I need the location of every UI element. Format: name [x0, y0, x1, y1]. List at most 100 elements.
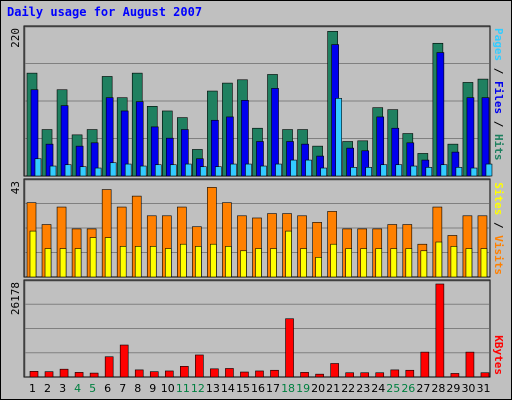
- bar-sites-day-6: [104, 237, 112, 278]
- bar-sites-day-17: [270, 248, 277, 278]
- bar-sites-day-23: [360, 248, 368, 278]
- legend-files: Files: [492, 81, 505, 114]
- bar-sites-day-9: [149, 246, 157, 278]
- bar-pages-day-24: [380, 164, 388, 177]
- bar-sites-day-12: [195, 246, 202, 278]
- kbytes-ymax-label: 26178: [9, 282, 22, 315]
- bar-sites-day-19: [300, 248, 307, 278]
- bar-pages-day-19: [305, 159, 312, 177]
- day-label-27: 27: [416, 382, 430, 395]
- bar-files-day-8: [135, 101, 144, 177]
- legend-sep2: /: [492, 114, 505, 134]
- bar-kbytes-day-5: [89, 372, 99, 378]
- bar-files-day-16: [256, 141, 264, 177]
- bar-pages-day-10: [169, 164, 177, 177]
- bar-files-day-10: [165, 137, 174, 177]
- bar-pages-day-16: [260, 165, 267, 177]
- bar-kbytes-day-28: [435, 283, 445, 378]
- legend-kbytes: KBytes: [492, 335, 505, 375]
- day-label-2: 2: [44, 382, 51, 395]
- bar-sites-day-25: [390, 248, 398, 278]
- bar-sites-day-31: [480, 248, 488, 278]
- bar-kbytes-day-12: [195, 354, 204, 378]
- bar-kbytes-day-15: [240, 371, 249, 378]
- bar-pages-day-25: [395, 164, 403, 177]
- bar-files-day-30: [466, 97, 475, 177]
- bar-kbytes-day-4: [74, 372, 84, 378]
- day-label-19: 19: [296, 382, 310, 395]
- bar-sites-day-10: [164, 248, 172, 278]
- bar-pages-day-3: [64, 164, 72, 177]
- bar-files-day-18: [286, 141, 294, 177]
- bar-pages-day-22: [350, 167, 357, 177]
- legend-pages: Pages: [492, 28, 505, 61]
- bar-pages-day-28: [440, 164, 448, 177]
- legend-sep1: /: [492, 215, 505, 235]
- bar-sites-day-3: [59, 248, 67, 278]
- bar-pages-day-26: [410, 165, 418, 177]
- bar-pages-day-17: [275, 163, 282, 177]
- bar-files-day-6: [105, 97, 114, 177]
- visits-sites-legend: Sites / Visits: [492, 182, 505, 275]
- bar-sites-day-4: [74, 248, 82, 278]
- bar-kbytes-day-16: [255, 370, 264, 378]
- bar-pages-day-8: [139, 165, 147, 177]
- bar-pages-day-20: [320, 167, 327, 177]
- bar-sites-day-2: [44, 248, 52, 278]
- bar-pages-day-31: [485, 163, 493, 177]
- day-label-10: 10: [161, 382, 175, 395]
- bar-kbytes-day-7: [119, 344, 129, 378]
- day-label-18: 18: [281, 382, 295, 395]
- bar-files-day-14: [226, 116, 234, 177]
- bar-kbytes-day-3: [59, 368, 69, 378]
- day-label-29: 29: [446, 382, 460, 395]
- bar-sites-day-29: [450, 246, 458, 278]
- bar-sites-day-16: [255, 248, 262, 278]
- bar-files-day-13: [211, 119, 219, 177]
- bar-sites-day-13: [210, 243, 217, 278]
- day-label-26: 26: [401, 382, 415, 395]
- bar-kbytes-day-13: [210, 368, 219, 378]
- bar-pages-day-9: [154, 164, 162, 177]
- bar-pages-day-2: [49, 165, 57, 177]
- kbytes-panel: 26178 KBytes: [9, 279, 505, 378]
- day-label-24: 24: [371, 382, 385, 395]
- bar-kbytes-day-25: [390, 369, 400, 378]
- bar-pages-day-15: [245, 163, 252, 177]
- day-label-3: 3: [59, 382, 66, 395]
- bar-files-day-9: [150, 126, 159, 177]
- day-label-14: 14: [221, 382, 235, 395]
- day-label-7: 7: [119, 382, 126, 395]
- bar-sites-day-21: [330, 243, 337, 278]
- legend-hits: Hits: [492, 134, 505, 161]
- bar-files-day-20: [316, 155, 324, 177]
- bar-pages-day-13: [215, 166, 222, 177]
- day-label-23: 23: [356, 382, 370, 395]
- chart-title: Daily usage for August 2007: [7, 5, 202, 19]
- day-label-9: 9: [149, 382, 156, 395]
- bar-sites-day-11: [180, 243, 187, 278]
- bar-files-day-25: [391, 127, 400, 177]
- bar-files-day-28: [436, 52, 445, 177]
- bar-pages-day-11: [185, 163, 192, 177]
- bar-files-day-29: [451, 151, 460, 177]
- bar-pages-day-18: [290, 159, 297, 177]
- bar-sites-day-30: [465, 248, 473, 278]
- bar-pages-day-7: [124, 163, 132, 177]
- legend-sites: Sites: [492, 182, 505, 215]
- day-label-11: 11: [176, 382, 190, 395]
- day-label-21: 21: [326, 382, 340, 395]
- bar-sites-day-5: [89, 237, 97, 278]
- bar-kbytes-day-30: [465, 351, 475, 378]
- bar-pages-day-14: [230, 163, 237, 177]
- day-label-30: 30: [461, 382, 475, 395]
- bar-files-day-22: [346, 147, 354, 177]
- day-label-4: 4: [74, 382, 81, 395]
- bar-pages-day-1: [34, 158, 42, 177]
- bar-pages-day-12: [200, 166, 207, 177]
- bar-kbytes-day-2: [44, 371, 54, 378]
- bar-kbytes-day-22: [345, 372, 354, 378]
- bar-sites-day-22: [345, 248, 352, 278]
- series-sites: [29, 230, 488, 278]
